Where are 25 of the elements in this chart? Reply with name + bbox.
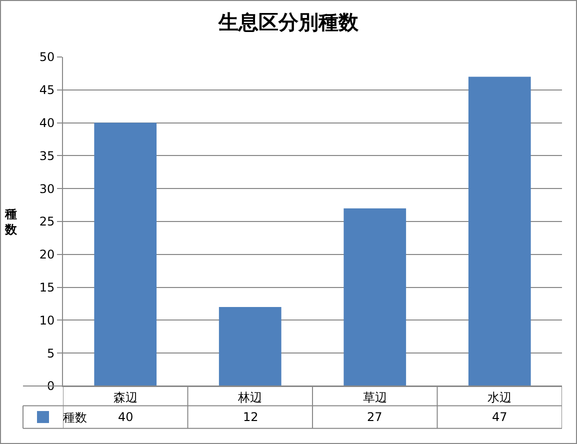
x-tick-label: 林辺 bbox=[237, 390, 262, 404]
data-label: 47 bbox=[492, 410, 508, 424]
y-tick-label: 50 bbox=[39, 50, 55, 64]
chart-title: 生息区分別種数 bbox=[218, 10, 360, 34]
y-tick-label: 5 bbox=[46, 346, 55, 360]
bar bbox=[344, 208, 406, 386]
y-tick-label: 15 bbox=[39, 280, 55, 294]
y-tick-label: 35 bbox=[39, 148, 55, 163]
y-tick-label: 40 bbox=[39, 116, 55, 130]
y-tick-label: 25 bbox=[39, 214, 55, 229]
y-axis-title: 種数 bbox=[4, 207, 18, 237]
x-tick-label: 森辺 bbox=[113, 390, 138, 404]
data-label: 40 bbox=[118, 410, 134, 424]
data-label: 12 bbox=[243, 410, 258, 424]
y-tick-label: 45 bbox=[39, 83, 55, 98]
bar bbox=[468, 76, 531, 386]
bar bbox=[218, 307, 282, 386]
legend-label: 種数 bbox=[63, 410, 87, 425]
x-tick-label: 水辺 bbox=[488, 390, 512, 404]
x-tick-label: 草辺 bbox=[362, 390, 387, 404]
data-label: 27 bbox=[367, 410, 382, 424]
bar bbox=[94, 122, 157, 386]
y-tick-label: 30 bbox=[39, 182, 55, 196]
y-tick-label: 20 bbox=[39, 248, 55, 262]
y-tick-label: 10 bbox=[39, 313, 55, 328]
